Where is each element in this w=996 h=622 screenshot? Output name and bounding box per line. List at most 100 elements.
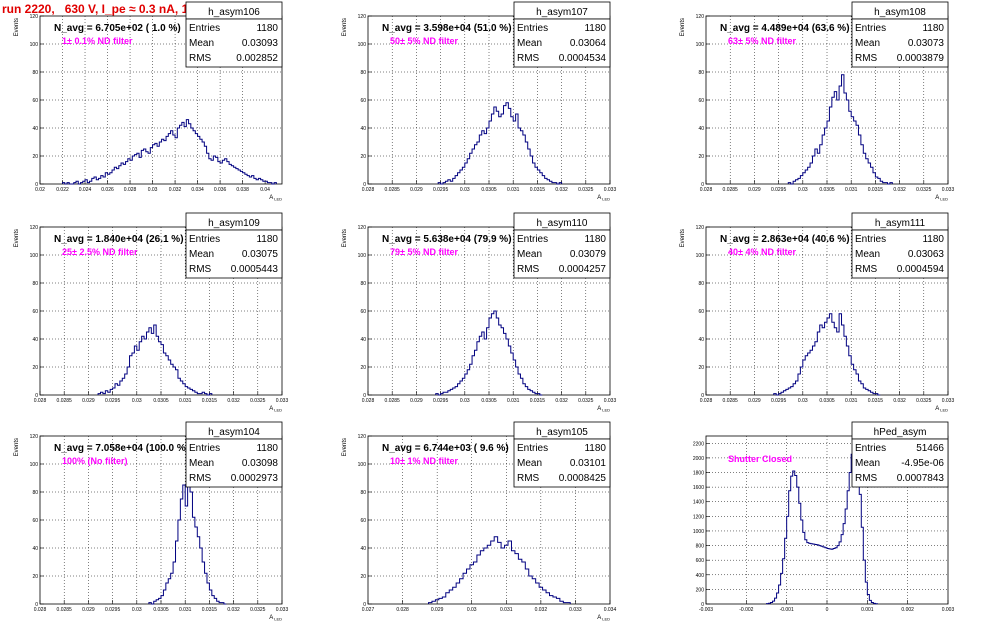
stats-value-mean: -4.95e-06 (901, 458, 944, 469)
y-tick-label: 40 (698, 337, 704, 343)
stats-box (513, 18, 611, 68)
x-tick-label: 0.022 (56, 187, 69, 193)
stats-key: Mean (517, 458, 542, 469)
navg-label: N_avg = 1.840e+04 (26.1 %) (54, 234, 184, 245)
x-tick-label: 0.0325 (916, 187, 932, 193)
x-tick-label: 0.033 (276, 398, 289, 404)
x-tick-label: 0.0295 (771, 187, 787, 193)
stats-key: RMS (517, 473, 540, 484)
stats-box (851, 438, 949, 488)
histogram-line (148, 477, 227, 605)
y-tick-label: 0 (701, 182, 704, 188)
x-tick-label: -0.003 (699, 607, 713, 613)
histogram-name: h_asym105 (536, 427, 588, 438)
y-tick-label: 100 (30, 42, 39, 48)
histogram-name: h_asym104 (208, 427, 260, 438)
y-tick-label: 1600 (693, 485, 704, 491)
stats-value-rms: 0.0005443 (231, 264, 279, 275)
y-tick-label: 60 (360, 518, 366, 524)
histogram-line (435, 310, 543, 396)
x-tick-label: 0.0305 (481, 187, 497, 193)
x-tick-label: 0.028 (700, 398, 713, 404)
y-tick-label: 100 (358, 253, 367, 259)
x-tick-label: 0.0285 (57, 398, 73, 404)
stats-value-entries: 1180 (922, 23, 944, 34)
x-tick-label: 0.028 (124, 187, 137, 193)
y-tick-label: 100 (696, 42, 705, 48)
stats-value-rms: 0.0003879 (897, 53, 945, 64)
stats-box (851, 18, 949, 68)
x-tick-label: 0.033 (569, 607, 582, 613)
x-tick-label: 0.0315 (530, 398, 546, 404)
y-tick-label: 60 (360, 309, 366, 315)
y-axis-label: Events (14, 229, 20, 247)
y-tick-label: 1000 (693, 529, 704, 535)
y-tick-label: 20 (32, 574, 38, 580)
y-tick-label: 60 (32, 309, 38, 315)
stats-key: RMS (855, 53, 878, 64)
x-tick-label: 0.0305 (153, 607, 169, 613)
stats-value-rms: 0.0007843 (897, 473, 945, 484)
x-tick-label: 0.031 (845, 398, 858, 404)
x-tick-label: 0.0315 (530, 187, 546, 193)
y-tick-label: 0 (35, 182, 38, 188)
stats-key: Mean (855, 38, 880, 49)
stats-value-mean: 0.03073 (908, 38, 945, 49)
stats-key: Entries (189, 23, 220, 34)
y-tick-label: 120 (358, 225, 367, 231)
x-tick-label: 0.029 (431, 607, 444, 613)
x-tick-label: 0.03 (460, 187, 470, 193)
histogram-name: hPed_asym (874, 427, 927, 438)
x-tick-label: 0.002 (901, 607, 914, 613)
filter-annotation: 100% (No filter) (62, 456, 128, 466)
stats-key: RMS (855, 264, 878, 275)
x-tick-label: 0.0285 (385, 398, 401, 404)
histogram-line (773, 313, 881, 396)
y-axis-label: Events (14, 18, 20, 36)
x-tick-label: 0.029 (410, 187, 423, 193)
x-tick-label: 0.0295 (433, 398, 449, 404)
y-tick-label: 400 (696, 573, 705, 579)
navg-label: N_avg = 5.638e+04 (79.9 %) (382, 234, 512, 245)
x-axis-label: ALED (269, 406, 282, 413)
x-tick-label: 0 (826, 607, 829, 613)
x-tick-label: 0.028 (34, 607, 47, 613)
navg-label: N_avg = 6.705e+02 ( 1.0 %) (54, 23, 181, 34)
y-tick-label: 40 (32, 546, 38, 552)
x-tick-label: 0.029 (82, 607, 95, 613)
stats-key: RMS (189, 473, 212, 484)
x-tick-label: 0.031 (179, 398, 192, 404)
x-tick-label: 0.03 (132, 398, 142, 404)
y-tick-label: 80 (32, 281, 38, 287)
filter-annotation: Shutter Closed (728, 454, 792, 464)
stats-key: Mean (189, 249, 214, 260)
stats-key: RMS (189, 264, 212, 275)
x-tick-label: 0.02 (35, 187, 45, 193)
y-axis-label: Events (342, 18, 348, 36)
y-tick-label: 80 (698, 70, 704, 76)
y-tick-label: 60 (32, 518, 38, 524)
x-axis-label: ALED (597, 406, 610, 413)
x-tick-label: 0.029 (82, 398, 95, 404)
x-tick-label: 0.026 (101, 187, 114, 193)
x-tick-label: 0.04 (260, 187, 270, 193)
stats-value-entries: 1180 (256, 23, 278, 34)
filter-annotation: 10± 1% ND filter (390, 456, 458, 466)
x-axis-label: ALED (935, 406, 948, 413)
stats-value-mean: 0.03064 (570, 38, 607, 49)
x-tick-label: 0.029 (748, 398, 761, 404)
x-tick-label: 0.032 (893, 187, 906, 193)
stats-key: Mean (517, 38, 542, 49)
stats-value-mean: 0.03098 (242, 458, 279, 469)
stats-value-entries: 1180 (584, 23, 606, 34)
stats-value-entries: 51466 (916, 443, 944, 454)
stats-key: Entries (189, 443, 220, 454)
y-tick-label: 0 (701, 393, 704, 399)
stats-key: Entries (517, 23, 548, 34)
filter-annotation: 40± 4% ND filter (728, 247, 796, 257)
x-tick-label: 0.028 (362, 187, 375, 193)
x-tick-label: 0.031 (507, 187, 520, 193)
stats-key: RMS (517, 53, 540, 64)
x-tick-label: 0.032 (169, 187, 182, 193)
stats-value-mean: 0.03063 (908, 249, 945, 260)
